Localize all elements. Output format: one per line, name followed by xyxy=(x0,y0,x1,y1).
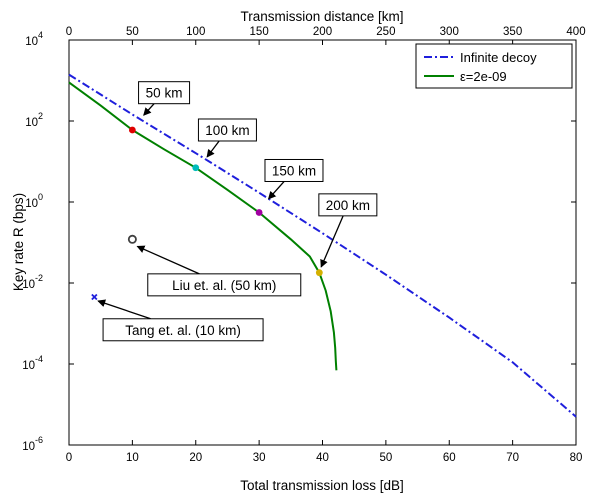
top-tick-label: 50 xyxy=(126,26,139,38)
y-tick-base: 10 xyxy=(22,441,35,453)
x-tick-label: 70 xyxy=(506,452,519,464)
annotation-arrow xyxy=(143,103,155,116)
top-tick-label: 400 xyxy=(566,26,585,38)
y-tick-label: 104 xyxy=(25,30,43,48)
top-axis-title: Transmission distance [km] xyxy=(240,9,403,24)
y-tick-exponent: 0 xyxy=(38,192,43,202)
x-tick-label: 10 xyxy=(126,452,139,464)
x-tick-label: 40 xyxy=(316,452,329,464)
x-tick-label: 0 xyxy=(66,452,72,464)
annotation-1: 50 km xyxy=(138,81,191,116)
annotation-box xyxy=(147,273,302,297)
annotation-arrow xyxy=(136,245,200,275)
annotation-5: Liu et. al. (50 km) xyxy=(136,245,302,297)
y-tick-base: 10 xyxy=(25,36,38,48)
data-point-marker xyxy=(315,269,323,277)
x-tick-label: 50 xyxy=(379,452,392,464)
annotation-label: 50 km xyxy=(146,86,183,101)
x-tick-label: 20 xyxy=(189,452,202,464)
annotation-box xyxy=(102,318,264,342)
y-tick-label: 10-4 xyxy=(22,354,43,372)
annotation-box xyxy=(197,118,257,142)
y-tick-label: 102 xyxy=(25,111,43,129)
annotation-box xyxy=(264,158,324,182)
data-point-marker xyxy=(192,164,200,172)
y-tick-label: 10-6 xyxy=(22,435,43,453)
legend-entry-1: Infinite decoy xyxy=(460,50,537,65)
annotation-label: Liu et. al. (50 km) xyxy=(172,278,276,293)
y-tick-base: 10 xyxy=(25,117,38,129)
annotation-layer: 50 km 100 km 150 km 200 km Liu et. al. (50 k… xyxy=(97,81,378,342)
data-point-marker xyxy=(128,126,136,134)
annotation-label: 200 km xyxy=(326,198,370,213)
plot-area xyxy=(68,39,577,446)
y-tick-exponent: 2 xyxy=(38,111,43,121)
annotation-arrow xyxy=(267,181,285,200)
annotation-box xyxy=(318,193,378,217)
top-tick-label: 100 xyxy=(186,26,205,38)
y-tick-label: 10-2 xyxy=(22,273,43,291)
x-tick-label: 60 xyxy=(443,452,456,464)
top-tick-label: 200 xyxy=(313,26,332,38)
y-tick-exponent: -4 xyxy=(35,354,43,364)
x-tick-label: 80 xyxy=(570,452,583,464)
y-tick-exponent: -2 xyxy=(35,273,43,283)
x-axis-ticks: 0 10 20 30 40 50 60 70 80 xyxy=(66,40,583,464)
legend-entry-2: ε=2e-09 xyxy=(460,69,507,84)
annotation-arrow xyxy=(97,299,151,320)
x-axis-title: Total transmission loss [dB] xyxy=(240,478,404,493)
top-tick-label: 0 xyxy=(66,26,72,38)
annotation-2: 100 km xyxy=(197,118,257,158)
series-layer xyxy=(68,73,577,418)
legend-box xyxy=(415,43,573,89)
y-tick-base: 10 xyxy=(22,360,35,372)
annotation-4: 200 km xyxy=(318,193,378,268)
series-line-2 xyxy=(68,81,338,371)
annotation-6: Tang et. al. (10 km) xyxy=(97,299,264,342)
annotation-box xyxy=(138,81,191,105)
annotation-arrow xyxy=(320,215,344,268)
top-tick-label: 300 xyxy=(440,26,459,38)
y-tick-base: 10 xyxy=(25,198,38,210)
tang-data-point-marker xyxy=(91,293,98,301)
data-point-marker xyxy=(255,209,263,216)
top-axis-ticks: 0 50 100 150 200 250 300 350 400 xyxy=(66,26,586,38)
cross-stroke xyxy=(91,293,98,301)
top-tick-label: 150 xyxy=(250,26,269,38)
y-tick-base: 10 xyxy=(22,279,35,291)
marker-layer xyxy=(91,126,323,301)
y-tick-exponent: -6 xyxy=(35,435,43,445)
annotation-label: 100 km xyxy=(205,123,249,138)
top-tick-label: 350 xyxy=(503,26,522,38)
y-tick-exponent: 4 xyxy=(38,30,43,40)
series-line-1 xyxy=(68,73,577,418)
y-tick-label: 100 xyxy=(25,192,43,210)
x-tick-label: 30 xyxy=(253,452,266,464)
annotation-label: Tang et. al. (10 km) xyxy=(125,323,241,338)
liu-data-point-marker xyxy=(127,234,137,244)
top-tick-label: 250 xyxy=(376,26,395,38)
y-axis-title: Key rate R (bps) xyxy=(11,193,26,291)
legend: Infinite decoy ε=2e-09 xyxy=(415,43,573,89)
annotation-arrow xyxy=(206,140,220,158)
annotation-3: 150 km xyxy=(264,158,324,200)
annotation-label: 150 km xyxy=(272,163,316,178)
